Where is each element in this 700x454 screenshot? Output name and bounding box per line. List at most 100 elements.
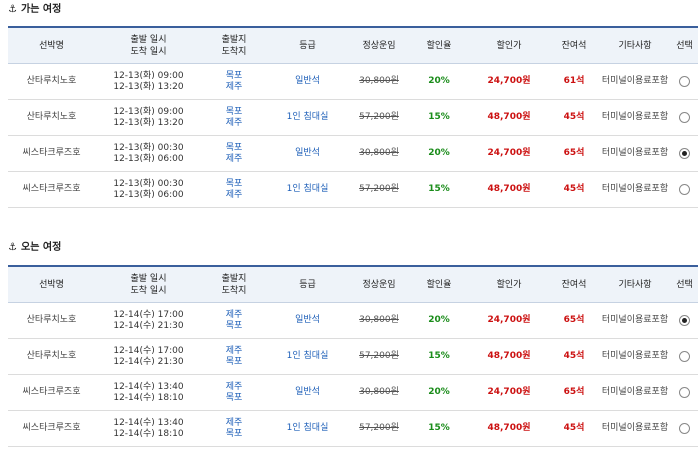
table-row[interactable]: 산타루치노호 12-14(수) 17:00 12-14(수) 21:30 제주 목포 일반…: [8, 302, 698, 339]
ship-name: 산타루치노호: [8, 302, 95, 339]
regular-fare-cell: 57,200원: [349, 338, 409, 375]
header-datetime: 출발 일시 도착 일시: [95, 265, 202, 303]
select-cell: [671, 374, 698, 411]
regular-fare-cell: 30,800원: [349, 135, 409, 172]
select-radio[interactable]: [679, 75, 690, 87]
header-rate: 할인율: [409, 26, 469, 64]
select-cell: [671, 302, 698, 339]
header-select: 선택: [671, 26, 698, 64]
section-title-outbound: ⚓ 가는 여정: [8, 4, 62, 15]
departure-arrival-time: 12-14(수) 17:00 12-14(수) 21:30: [95, 302, 202, 339]
header-discount: 할인가: [469, 265, 549, 303]
regular-fare: 57,200원: [359, 351, 399, 361]
select-cell: [671, 171, 698, 208]
regular-fare: 30,800원: [359, 387, 399, 397]
header-ship: 선박명: [8, 265, 95, 303]
route-ports: 제주 목포: [202, 410, 266, 447]
regular-fare-cell: 57,200원: [349, 410, 409, 447]
select-cell: [671, 135, 698, 172]
ship-name: 산타루치노호: [8, 99, 95, 136]
regular-fare: 30,800원: [359, 76, 399, 86]
outbound-rows: 산타루치노호 12-13(화) 09:00 12-13(화) 13:20 목포 제주 일반…: [8, 63, 698, 208]
discount-price: 24,700원: [469, 374, 549, 411]
departure-arrival-time: 12-13(화) 09:00 12-13(화) 13:20: [95, 63, 202, 100]
route-ports: 목포 제주: [202, 99, 266, 136]
ship-name: 씨스타크루즈호: [8, 374, 95, 411]
table-row[interactable]: 산타루치노호 12-13(화) 09:00 12-13(화) 13:20 목포 제주 일반…: [8, 63, 698, 100]
header-discount: 할인가: [469, 26, 549, 64]
discount-rate: 20%: [409, 63, 469, 100]
regular-fare-cell: 30,800원: [349, 302, 409, 339]
select-radio[interactable]: [679, 147, 690, 159]
ship-name: 씨스타크루즈호: [8, 135, 95, 172]
select-radio[interactable]: [679, 183, 690, 195]
note: 터미널이용료포함: [599, 63, 671, 100]
note: 터미널이용료포함: [599, 99, 671, 136]
regular-fare: 30,800원: [359, 315, 399, 325]
seat-grade: 1인 침대실: [266, 171, 349, 208]
discount-price: 48,700원: [469, 338, 549, 375]
discount-price: 48,700원: [469, 171, 549, 208]
regular-fare: 57,200원: [359, 112, 399, 122]
remaining-seats: 45석: [549, 338, 599, 375]
table-row[interactable]: 씨스타크루즈호 12-13(화) 00:30 12-13(화) 06:00 목포 제주 1…: [8, 171, 698, 208]
departure-arrival-time: 12-14(수) 17:00 12-14(수) 21:30: [95, 338, 202, 375]
route-ports: 목포 제주: [202, 171, 266, 208]
note: 터미널이용료포함: [599, 302, 671, 339]
discount-price: 48,700원: [469, 99, 549, 136]
discount-rate: 15%: [409, 171, 469, 208]
table-row[interactable]: 씨스타크루즈호 12-14(수) 13:40 12-14(수) 18:10 제주 목포 일…: [8, 374, 698, 411]
seat-grade: 일반석: [266, 63, 349, 100]
discount-rate: 15%: [409, 99, 469, 136]
header-note: 기타사항: [599, 265, 671, 303]
regular-fare: 57,200원: [359, 423, 399, 433]
discount-price: 24,700원: [469, 135, 549, 172]
route-ports: 제주 목포: [202, 302, 266, 339]
regular-fare-cell: 30,800원: [349, 374, 409, 411]
header-seats: 잔여석: [549, 265, 599, 303]
seat-grade: 일반석: [266, 302, 349, 339]
table-row[interactable]: 산타루치노호 12-14(수) 17:00 12-14(수) 21:30 제주 목포 1인…: [8, 338, 698, 375]
ship-name: 산타루치노호: [8, 338, 95, 375]
route-ports: 목포 제주: [202, 135, 266, 172]
regular-fare-cell: 57,200원: [349, 99, 409, 136]
table-header-row: 선박명 출발 일시 도착 일시 출발지 도착지 등급 정상운임 할인율 할인가 잔여…: [8, 265, 698, 303]
select-cell: [671, 99, 698, 136]
discount-price: 48,700원: [469, 410, 549, 447]
table-header-row: 선박명 출발 일시 도착 일시 출발지 도착지 등급 정상운임 할인율 할인가 잔여…: [8, 26, 698, 64]
anchor-icon: ⚓: [8, 4, 17, 15]
select-radio[interactable]: [679, 386, 690, 398]
remaining-seats: 61석: [549, 63, 599, 100]
route-ports: 제주 목포: [202, 374, 266, 411]
regular-fare-cell: 57,200원: [349, 171, 409, 208]
anchor-icon: ⚓: [8, 242, 17, 253]
header-ship: 선박명: [8, 26, 95, 64]
departure-arrival-time: 12-14(수) 13:40 12-14(수) 18:10: [95, 374, 202, 411]
select-cell: [671, 63, 698, 100]
note: 터미널이용료포함: [599, 135, 671, 172]
route-ports: 목포 제주: [202, 63, 266, 100]
outbound-table: 선박명 출발 일시 도착 일시 출발지 도착지 등급 정상운임 할인율 할인가 잔여…: [8, 26, 698, 208]
table-row[interactable]: 산타루치노호 12-13(화) 09:00 12-13(화) 13:20 목포 제주 1인…: [8, 99, 698, 136]
discount-rate: 15%: [409, 410, 469, 447]
departure-arrival-time: 12-14(수) 13:40 12-14(수) 18:10: [95, 410, 202, 447]
remaining-seats: 65석: [549, 374, 599, 411]
note: 터미널이용료포함: [599, 374, 671, 411]
header-grade: 등급: [266, 265, 349, 303]
discount-price: 24,700원: [469, 63, 549, 100]
header-ports: 출발지 도착지: [202, 265, 266, 303]
departure-arrival-time: 12-13(화) 00:30 12-13(화) 06:00: [95, 135, 202, 172]
select-radio[interactable]: [679, 314, 690, 326]
remaining-seats: 45석: [549, 410, 599, 447]
select-radio[interactable]: [679, 111, 690, 123]
departure-arrival-time: 12-13(화) 00:30 12-13(화) 06:00: [95, 171, 202, 208]
table-row[interactable]: 씨스타크루즈호 12-14(수) 13:40 12-14(수) 18:10 제주 목포 1…: [8, 410, 698, 447]
seat-grade: 1인 침대실: [266, 410, 349, 447]
header-grade: 등급: [266, 26, 349, 64]
section-title-return: ⚓ 오는 여정: [8, 242, 62, 253]
select-radio[interactable]: [679, 422, 690, 434]
select-radio[interactable]: [679, 350, 690, 362]
table-row[interactable]: 씨스타크루즈호 12-13(화) 00:30 12-13(화) 06:00 목포 제주 일…: [8, 135, 698, 172]
seat-grade: 일반석: [266, 374, 349, 411]
select-cell: [671, 338, 698, 375]
